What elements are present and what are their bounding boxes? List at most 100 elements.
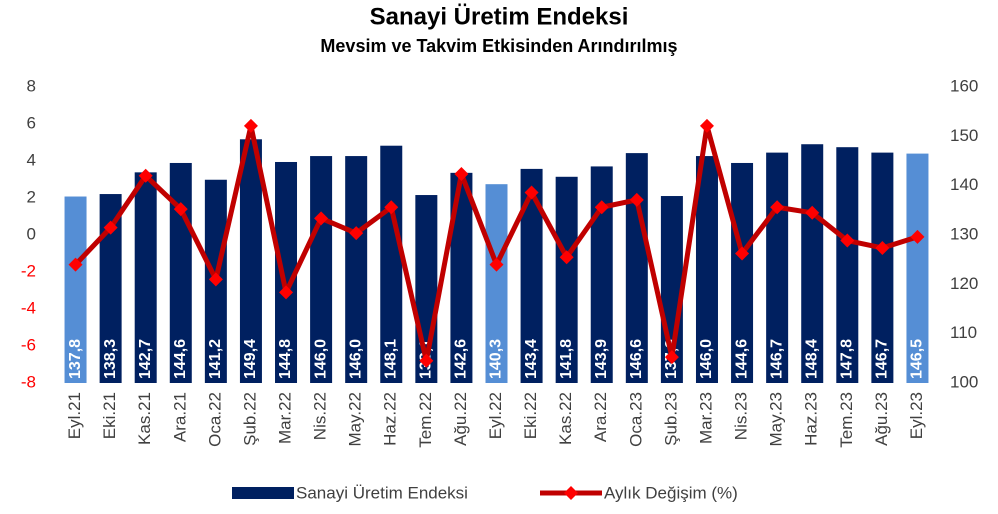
line-marker: [314, 211, 329, 226]
y-tick-label: -4: [21, 298, 36, 317]
x-tick-label: May.22: [346, 392, 365, 447]
y-tick-label: 8: [27, 76, 36, 95]
y-tick-label: 2: [27, 187, 36, 206]
bar-value-label: 141,8: [558, 339, 575, 379]
bar-value-label: 143,4: [523, 339, 540, 379]
bar-value-label: 146,5: [909, 339, 926, 379]
x-tick-label: Ara.22: [591, 392, 610, 442]
line-marker: [243, 118, 258, 133]
line-marker: [805, 205, 820, 220]
y2-tick-label: 160: [950, 76, 978, 95]
bar-value-label: 142,6: [453, 339, 470, 379]
bar-value-label: 146,0: [698, 339, 715, 379]
y2-tick-label: 120: [950, 274, 978, 293]
bar: [310, 156, 333, 383]
x-tick-label: Mar.23: [696, 392, 715, 444]
bar: [520, 168, 543, 383]
bar-value-label: 148,1: [382, 339, 399, 379]
bar-value-label: 137,8: [67, 339, 84, 379]
x-tick-label: Tem.22: [416, 392, 435, 448]
line-marker: [419, 353, 434, 368]
bar: [450, 172, 473, 383]
bar: [836, 147, 859, 383]
y-tick-label: 6: [27, 113, 36, 132]
line-marker: [629, 192, 644, 207]
x-tick-label: Eki.21: [100, 392, 119, 439]
line-marker: [138, 168, 153, 183]
bar-value-label: 147,8: [839, 339, 856, 379]
x-tick-label: Ağu.23: [872, 392, 891, 446]
bar-value-label: 140,3: [488, 339, 505, 379]
bar-value-label: 146,7: [768, 339, 785, 379]
line-marker: [524, 185, 539, 200]
line-marker: [910, 229, 925, 244]
bar: [555, 176, 578, 383]
bar: [625, 153, 648, 383]
bar: [239, 139, 262, 383]
line-marker: [454, 166, 469, 181]
bar: [590, 166, 613, 383]
y-tick-label: -2: [21, 261, 36, 280]
bar: [99, 194, 122, 383]
y-tick-label: 4: [27, 150, 36, 169]
line-marker: [68, 257, 83, 272]
x-tick-label: Mar.22: [276, 392, 295, 444]
y2-tick-label: 140: [950, 175, 978, 194]
y-tick-label: -8: [21, 372, 36, 391]
line-marker: [349, 226, 364, 241]
x-tick-label: Oca.23: [626, 392, 645, 447]
x-tick-label: Kas.22: [556, 392, 575, 445]
x-tick-label: Eki.22: [521, 392, 540, 439]
line-marker: [208, 272, 223, 287]
x-tick-label: Kas.21: [135, 392, 154, 445]
y2-tick-label: 110: [950, 323, 977, 342]
x-tick-label: Nis.23: [732, 392, 751, 440]
bar-value-label: 146,7: [874, 339, 891, 379]
line-marker: [279, 285, 294, 300]
legend-swatch: [564, 486, 578, 500]
x-tick-label: Haz.22: [381, 392, 400, 446]
line-marker: [559, 250, 574, 265]
x-tick-label: Eyl.22: [486, 392, 505, 439]
x-tick-label: Tem.23: [837, 392, 856, 448]
x-tick-label: Oca.22: [205, 392, 224, 447]
x-tick-label: Eyl.21: [65, 392, 84, 439]
y-tick-label: -6: [21, 335, 36, 354]
line-marker: [735, 246, 750, 261]
line-marker: [173, 202, 188, 217]
x-tick-label: Nis.22: [311, 392, 330, 440]
bar-value-label: 142,7: [137, 339, 154, 379]
line-marker: [103, 220, 118, 235]
line-marker: [384, 200, 399, 215]
bar-value-label: 141,2: [207, 339, 224, 379]
x-tick-label: Şub.23: [661, 392, 680, 446]
line-marker: [699, 118, 714, 133]
bar: [380, 145, 403, 383]
chart-subtitle: Mevsim ve Takvim Etkisinden Arındırılmış: [320, 36, 677, 56]
bar: [801, 144, 824, 383]
bar: [134, 172, 157, 383]
legend-label: Sanayi Üretim Endeksi: [296, 483, 468, 502]
bar-value-label: 144,6: [733, 339, 750, 379]
x-tick-label: May.23: [767, 392, 786, 447]
chart-title: Sanayi Üretim Endeksi: [370, 3, 629, 30]
bar-value-label: 144,8: [277, 339, 294, 379]
legend-swatch: [232, 487, 294, 499]
legend-label: Aylık Değişim (%): [604, 483, 738, 502]
bar-value-label: 143,9: [593, 339, 610, 379]
line-marker: [489, 257, 504, 272]
y-tick-label: 0: [27, 224, 36, 243]
bar-value-label: 138,3: [102, 339, 119, 379]
bar: [275, 161, 298, 383]
bar: [695, 156, 718, 383]
x-tick-label: Şub.22: [240, 392, 259, 446]
bar: [906, 153, 929, 383]
bar-value-label: 146,6: [628, 339, 645, 379]
x-tick-label: Eyl.23: [907, 392, 926, 439]
bar-value-label: 146,0: [347, 339, 364, 379]
y2-tick-label: 150: [950, 126, 978, 145]
x-tick-label: Haz.23: [802, 392, 821, 446]
bar-value-label: 149,4: [242, 339, 259, 379]
line-marker: [840, 233, 855, 248]
x-tick-label: Ara.21: [170, 392, 189, 442]
